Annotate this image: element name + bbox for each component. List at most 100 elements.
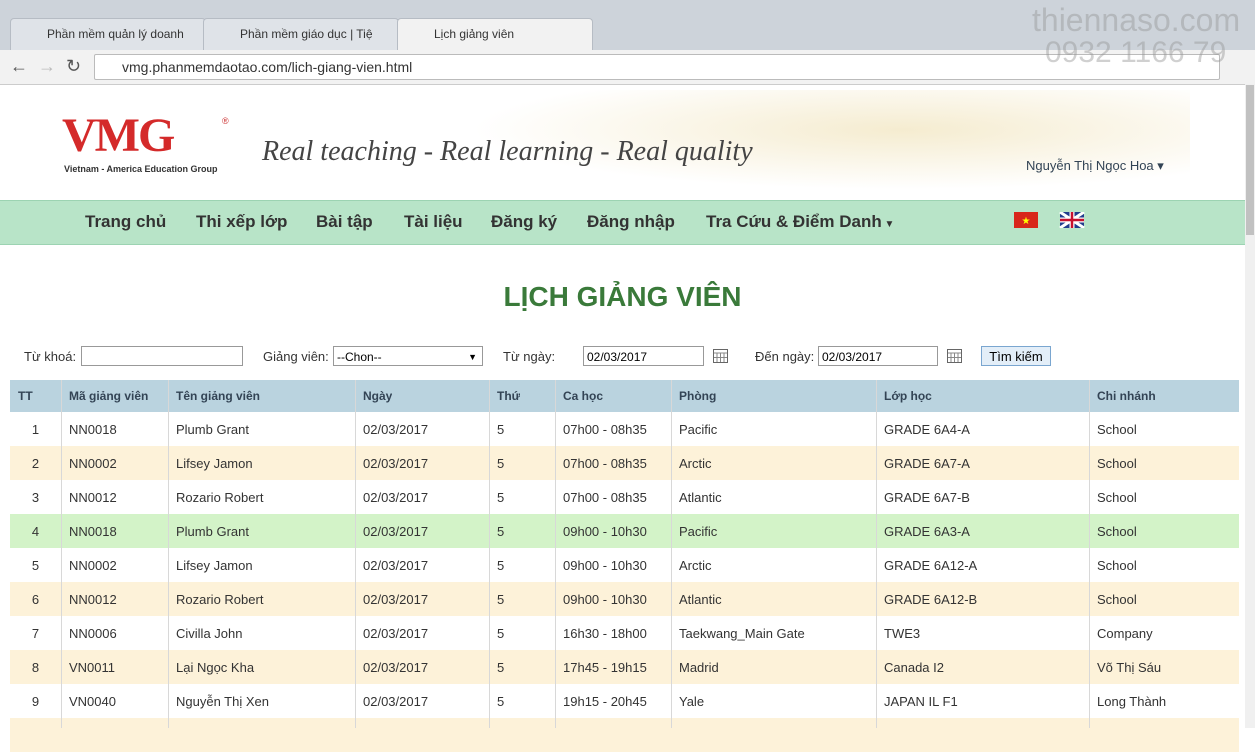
table-cell: 17h45 - 19h15 [563,660,647,675]
table-cell: GRADE 6A12-B [884,592,978,607]
table-cell: 9 [31,694,40,709]
table-cell: NN0018 [69,422,117,437]
calendar-icon[interactable] [713,349,728,363]
table-cell: GRADE 6A3-A [884,524,970,539]
table-cell: Rozario Robert [176,490,264,505]
table-cell: 02/03/2017 [363,490,429,505]
table-cell: 8 [31,660,40,675]
table-cell: 5 [497,694,505,709]
table-cell: Madrid [679,660,719,675]
svg-text:★: ★ [1022,216,1031,227]
table-cell: 02/03/2017 [363,456,429,471]
table-cell: Atlantic [679,490,722,505]
table-cell: NN0018 [69,524,117,539]
label: Từ khoá: [24,349,77,364]
table-cell: 5 [497,524,505,539]
reload-button[interactable]: ↻ [66,56,82,76]
watermark: 0932 1166 79 [1045,36,1227,69]
table-cell: GRADE 6A4-A [884,422,970,437]
table-cell: 5 [497,660,505,675]
column-divider [168,380,169,728]
table-cell: 7 [31,626,40,641]
slogan: Real teaching - Real learning - Real qua… [262,136,753,167]
table-cell: School [1097,490,1137,505]
column-header: Ngày [363,389,393,403]
table-cell: Civilla John [176,626,243,641]
table-cell: School [1097,558,1137,573]
table-cell: GRADE 6A12-A [884,558,978,573]
table-cell: Lifsey Jamon [176,558,253,573]
scrollbar[interactable] [1245,84,1255,728]
column-header: Chi nhánh [1097,389,1156,403]
nav-link[interactable]: Tài liệu [404,212,463,231]
nav-link[interactable]: Trang chủ [85,212,167,231]
tab[interactable]: Phần mềm quản lý doanh [10,18,206,50]
table-cell: NN0002 [69,558,117,573]
table-cell: School [1097,456,1137,471]
table-cell: Pacific [679,524,718,539]
table-cell: 19h15 - 20h45 [563,694,647,709]
table-cell: Canada I2 [884,660,944,675]
table-cell: 02/03/2017 [363,660,429,675]
table-cell: 09h00 - 10h30 [563,558,647,573]
table-cell: Company [1097,626,1153,641]
column-divider [1089,380,1090,728]
page-title: LỊCH GIẢNG VIÊN [503,281,742,312]
table-cell: NN0012 [69,592,117,607]
logo-subtitle: Vietnam - America Education Group [64,164,218,174]
table-cell: Plumb Grant [176,422,249,437]
table-cell: Yale [679,694,705,709]
logo[interactable]: VMG [62,109,175,162]
nav-link[interactable]: Đăng nhập [587,212,675,231]
table-cell: Long Thành [1097,694,1167,709]
table-cell: 09h00 - 10h30 [563,592,647,607]
table-cell: 09h00 - 10h30 [563,524,647,539]
tab[interactable]: Lịch giảng viên [397,18,593,50]
nav-link[interactable]: Thi xếp lớp [196,212,288,231]
table-cell: 5 [497,490,505,505]
table-cell: Nguyễn Thị Xen [176,694,269,709]
keyword-input[interactable] [81,346,243,366]
select-value: --Chon-- [337,350,382,364]
user-menu[interactable]: Nguyễn Thị Ngọc Hoa ▾ [1026,158,1164,173]
scrollbar-thumb[interactable] [1246,85,1254,235]
back-button[interactable]: ← [10,56,28,76]
table-cell: 1 [31,422,40,437]
table-cell: VN0011 [69,660,116,675]
label: Đến ngày: [755,349,815,364]
header-decoration [470,90,1190,190]
table-cell: Atlantic [679,592,722,607]
table-cell: NN0002 [69,456,117,471]
table-cell: 6 [31,592,40,607]
table-cell: 07h00 - 08h35 [563,490,647,505]
table-cell: 02/03/2017 [363,592,429,607]
table-cell: 16h30 - 18h00 [563,626,647,641]
address-bar[interactable] [94,54,1220,80]
column-divider [555,380,556,728]
table-cell: 02/03/2017 [363,524,429,539]
search-button[interactable]: Tìm kiếm [981,346,1051,366]
table-cell: Lại Ngọc Kha [176,660,255,675]
to-date[interactable]: 02/03/2017 [818,346,938,366]
tab[interactable]: Phần mềm giáo dục | Tiệ [203,18,399,50]
from-date[interactable]: 02/03/2017 [583,346,704,366]
nav-link[interactable]: Tra Cứu & Điểm Danh ▼ [706,212,895,231]
column-divider [876,380,877,728]
table-cell: TWE3 [884,626,921,641]
table-row[interactable] [10,718,1239,752]
table-cell: GRADE 6A7-B [884,490,970,505]
flag-vn[interactable] [1014,212,1038,228]
table-cell: School [1097,524,1137,539]
table-cell: Lifsey Jamon [176,456,253,471]
column-divider [671,380,672,728]
table-cell: 2 [31,456,40,471]
nav-link[interactable]: Bài tập [316,212,373,231]
table-cell: School [1097,422,1137,437]
teacher-select[interactable]: --Chon-- ▼ [333,346,483,366]
nav-link[interactable]: Đăng ký [491,212,558,231]
table-cell: 4 [31,524,40,539]
column-header: Ca học [563,389,604,403]
forward-button[interactable]: → [38,56,56,76]
calendar-icon[interactable] [947,349,962,363]
